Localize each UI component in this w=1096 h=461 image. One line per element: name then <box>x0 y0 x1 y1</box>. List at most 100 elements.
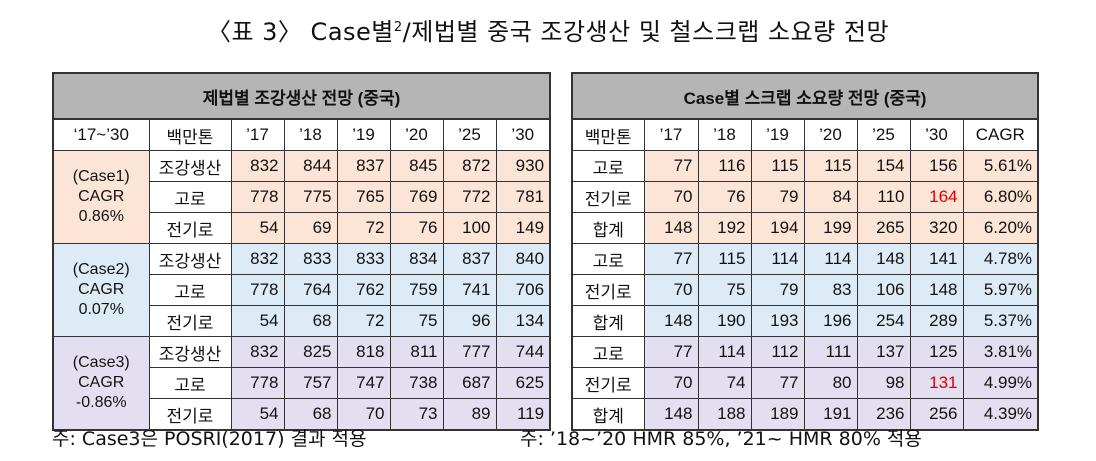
col-header: ’18 <box>283 118 338 151</box>
cagr-cell: 5.97% <box>962 274 1039 306</box>
value-cell: 236 <box>856 398 911 431</box>
value-cell: 148 <box>909 274 964 306</box>
value-cell: 778 <box>230 367 285 399</box>
row-label: 전기로 <box>571 367 645 399</box>
crude-steel-production-table: 제법별 조강생산 전망 (중국) ‘17~’30 백만톤 ’17 ’18 ’19… <box>51 72 552 431</box>
value-cell: 112 <box>750 336 805 368</box>
value-cell: 289 <box>909 305 964 337</box>
row-label: 전기로 <box>148 398 232 431</box>
row-label: 고로 <box>571 243 645 275</box>
table-row: 전기로 70 75 79 83 106 148 5.97% <box>571 274 1039 306</box>
value-cell: 98 <box>856 367 911 399</box>
value-cell: 100 <box>442 212 497 244</box>
value-cell: 54 <box>230 305 285 337</box>
scrap-requirement-table: Case별 스크랩 소요량 전망 (중국) 백만톤 ’17 ’18 ’19 ’2… <box>570 72 1040 431</box>
col-header: ’18 <box>697 118 752 151</box>
case-label-line: (Case3) <box>72 354 130 371</box>
value-cell: 254 <box>856 305 911 337</box>
value-cell: 76 <box>697 181 752 213</box>
value-cell: 818 <box>336 336 391 368</box>
value-cell: 164 <box>909 181 964 213</box>
value-cell: 777 <box>442 336 497 368</box>
value-cell: 840 <box>495 243 551 275</box>
value-cell: 757 <box>283 367 338 399</box>
table-row: (Case1) CAGR 0.86% 조강생산 832 844 837 845 872 930 <box>52 150 551 244</box>
col-header: ’19 <box>336 118 391 151</box>
col-header: ’20 <box>803 118 858 151</box>
value-cell: 199 <box>803 212 858 244</box>
value-cell: 775 <box>283 181 338 213</box>
value-cell: 832 <box>230 336 285 368</box>
cagr-cell: 4.99% <box>962 367 1039 399</box>
value-cell: 116 <box>697 150 752 182</box>
table-row: (Case3) CAGR -0.86% 조강생산 832 825 818 811 777 744 <box>52 336 551 431</box>
value-cell: 192 <box>697 212 752 244</box>
value-cell: 834 <box>389 243 444 275</box>
value-cell: 320 <box>909 212 964 244</box>
left-table-heading: 제법별 조강생산 전망 (중국) <box>51 72 552 120</box>
cagr-cell: 5.61% <box>962 150 1039 182</box>
table-row: 고로 778 764 762 759 741 706 <box>53 274 551 306</box>
col-header: 백만톤 <box>571 118 645 151</box>
col-header: CAGR <box>962 118 1039 151</box>
value-cell: 77 <box>643 150 699 182</box>
value-cell: 747 <box>336 367 391 399</box>
row-label: 전기로 <box>571 181 645 213</box>
case-label: (Case1) CAGR 0.86% <box>52 150 150 244</box>
row-label: 고로 <box>571 336 645 368</box>
row-label: 고로 <box>571 150 645 182</box>
col-header: ’17 <box>643 118 699 151</box>
value-cell: 73 <box>389 398 444 431</box>
table-row: 전기로 70 76 79 84 110 164 6.80% <box>571 181 1039 213</box>
row-label: 조강생산 <box>148 336 232 368</box>
col-header: ’25 <box>442 118 497 151</box>
value-cell: 70 <box>643 181 699 213</box>
value-cell: 80 <box>803 367 858 399</box>
case-label-line: -0.86% <box>75 394 127 411</box>
value-cell: 77 <box>643 336 699 368</box>
value-cell: 115 <box>697 243 752 275</box>
value-cell: 772 <box>442 181 497 213</box>
page-title: 〈표 3〉 Case별2/제법별 중국 조강생산 및 철스크랩 소요량 전망 <box>0 12 1096 47</box>
value-cell: 68 <box>283 398 338 431</box>
row-label: 고로 <box>148 181 232 213</box>
value-cell: 781 <box>495 181 551 213</box>
value-cell: 625 <box>495 367 551 399</box>
table-row: 고로 778 757 747 738 687 625 <box>53 367 551 399</box>
table-row: 전기로 54 68 70 73 89 119 <box>53 398 551 431</box>
value-cell: 131 <box>909 367 964 399</box>
title-prefix: 〈표 3〉 Case별 <box>206 18 394 46</box>
case-label: (Case3) CAGR -0.86% <box>52 336 150 431</box>
value-cell: 265 <box>856 212 911 244</box>
value-cell: 194 <box>750 212 805 244</box>
value-cell: 69 <box>283 212 338 244</box>
value-cell: 68 <box>283 305 338 337</box>
row-label: 합계 <box>571 212 645 244</box>
value-cell: 119 <box>495 398 551 431</box>
case-label-line: CAGR <box>78 188 125 205</box>
value-cell: 70 <box>643 274 699 306</box>
case-label-line: (Case1) <box>72 168 130 185</box>
value-cell: 769 <box>389 181 444 213</box>
value-cell: 759 <box>389 274 444 306</box>
footnote-left: 주: Case3은 POSRI(2017) 결과 적용 <box>52 428 367 450</box>
value-cell: 84 <box>803 181 858 213</box>
col-header: ’30 <box>495 118 551 151</box>
value-cell: 837 <box>442 243 497 275</box>
cagr-cell: 4.39% <box>962 398 1039 431</box>
value-cell: 106 <box>856 274 911 306</box>
value-cell: 706 <box>495 274 551 306</box>
value-cell: 832 <box>230 150 285 182</box>
value-cell: 256 <box>909 398 964 431</box>
value-cell: 762 <box>336 274 391 306</box>
table-row: 합계 148 190 193 196 254 289 5.37% <box>571 305 1039 337</box>
value-cell: 765 <box>336 181 391 213</box>
col-header: ‘17~’30 <box>52 118 150 151</box>
value-cell: 833 <box>336 243 391 275</box>
value-cell: 141 <box>909 243 964 275</box>
table-row: 전기로 70 74 77 80 98 131 4.99% <box>571 367 1039 399</box>
table-row: 합계 148 192 194 199 265 320 6.20% <box>571 212 1039 244</box>
value-cell: 191 <box>803 398 858 431</box>
value-cell: 79 <box>750 274 805 306</box>
value-cell: 70 <box>336 398 391 431</box>
